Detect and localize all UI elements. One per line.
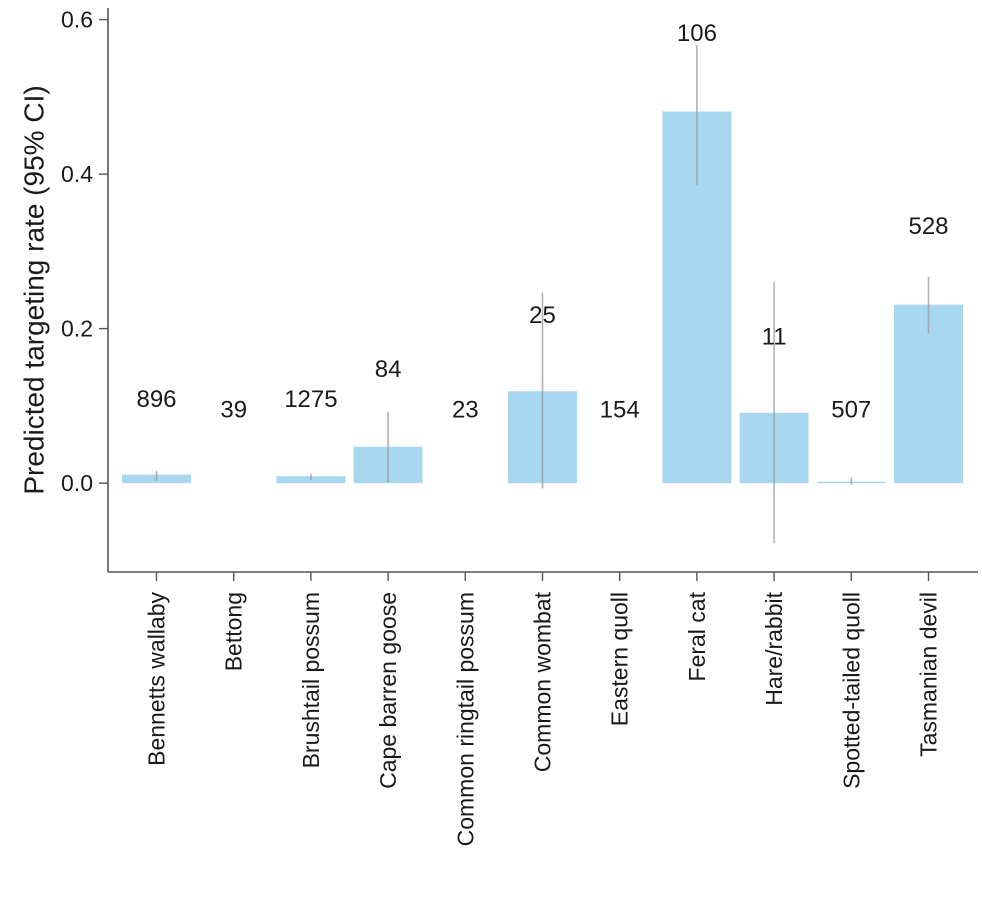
bar-tasmanian-devil xyxy=(894,304,963,484)
count-label-common-wombat: 25 xyxy=(529,302,556,329)
count-label-common-ringtail-possum: 23 xyxy=(452,396,479,423)
confidence-intervals-group xyxy=(155,45,930,544)
x-tick-label-tasmanian-devil: Tasmanian devil xyxy=(916,592,942,757)
y-axis-title: Predicted targeting rate (95% CI) xyxy=(19,85,50,494)
y-tick-label: 0.4 xyxy=(61,161,93,187)
count-label-tasmanian-devil: 528 xyxy=(908,213,948,240)
y-tick-label: 0.0 xyxy=(61,470,93,496)
count-label-eastern-quoll: 154 xyxy=(600,396,640,423)
count-label-cape-barren-goose: 84 xyxy=(375,356,402,383)
y-ticks-group: 0.0 0.2 0.4 0.6 xyxy=(61,7,108,496)
x-tick-label-bennetts-wallaby: Bennetts wallaby xyxy=(144,592,170,766)
count-label-bennetts-wallaby: 896 xyxy=(136,386,176,413)
y-tick-label: 0.6 xyxy=(61,7,93,33)
count-label-brushtail-possum: 1275 xyxy=(284,386,337,413)
x-tick-label-hare-rabbit: Hare/rabbit xyxy=(761,591,787,705)
count-labels-group: 896 39 1275 84 23 25 154 106 11 507 528 xyxy=(136,20,948,423)
count-label-spotted-tailed-quoll: 507 xyxy=(831,396,871,423)
x-tick-label-common-ringtail-possum: Common ringtail possum xyxy=(452,592,478,846)
x-ticks-group: Bennetts wallaby Bettong Brushtail possum C… xyxy=(144,572,942,846)
count-label-bettong: 39 xyxy=(220,396,247,423)
x-tick-label-brushtail-possum: Brushtail possum xyxy=(298,592,324,768)
x-tick-label-spotted-tailed-quoll: Spotted-tailed quoll xyxy=(838,592,864,789)
x-tick-label-cape-barren-goose: Cape barren goose xyxy=(375,592,401,789)
x-tick-label-feral-cat: Feral cat xyxy=(684,591,710,681)
count-label-hare-rabbit: 11 xyxy=(762,324,787,351)
x-tick-label-bettong: Bettong xyxy=(221,592,247,671)
x-tick-label-common-wombat: Common wombat xyxy=(530,591,556,772)
y-tick-label: 0.2 xyxy=(61,316,93,342)
count-label-feral-cat: 106 xyxy=(677,20,717,47)
x-tick-label-eastern-quoll: Eastern quoll xyxy=(607,592,633,726)
